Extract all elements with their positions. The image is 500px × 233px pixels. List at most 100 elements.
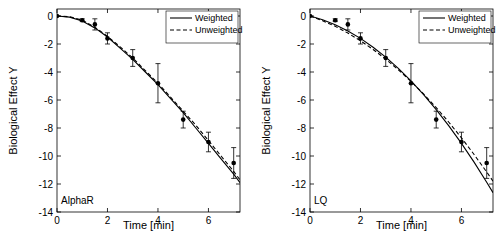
y-tick <box>236 100 240 101</box>
legend-line <box>170 29 192 30</box>
error-bar <box>80 19 85 22</box>
y-tick-label: -12 <box>39 179 54 190</box>
legend-label: Weighted <box>195 13 233 23</box>
x-axis-label: Time [min] <box>376 219 427 231</box>
legend-label: Weighted <box>448 13 486 23</box>
error-cap <box>434 128 439 129</box>
error-cap <box>206 151 211 152</box>
legend: Weighted Unweighted <box>166 11 243 43</box>
error-cap <box>206 132 211 133</box>
y-tick-label: -4 <box>44 67 53 78</box>
error-bar <box>181 111 186 128</box>
y-tick <box>57 44 61 45</box>
error-cap <box>130 66 135 67</box>
y-tick <box>310 44 314 45</box>
error-bar <box>105 33 110 44</box>
error-cap <box>130 49 135 50</box>
y-tick <box>310 184 314 185</box>
legend-label: Unweighted <box>195 25 243 35</box>
data-point <box>434 117 439 122</box>
x-tick <box>360 208 361 212</box>
y-tick-label: -10 <box>292 151 307 162</box>
x-tick-label: 2 <box>105 215 111 226</box>
panel: 02460-2-4-6-8-10-12-14Time [min]Biologic… <box>7 9 243 231</box>
y-tick-label: -14 <box>39 207 54 218</box>
error-bar <box>333 19 338 22</box>
y-tick-label: -2 <box>297 39 306 50</box>
data-point <box>105 36 110 41</box>
y-axis-label: Biological Effect Y <box>260 66 272 155</box>
y-tick <box>310 100 314 101</box>
y-tick-label: 0 <box>300 11 306 22</box>
error-cap <box>358 32 363 33</box>
data-point <box>409 81 414 86</box>
y-tick <box>57 72 61 73</box>
x-tick <box>410 208 411 212</box>
error-bar <box>92 19 97 30</box>
data-point <box>130 56 135 61</box>
x-axis-label: Time [min] <box>123 219 174 231</box>
data-point <box>383 56 388 61</box>
y-tick <box>489 72 493 73</box>
y-tick <box>236 184 240 185</box>
panel-title: LQ <box>314 195 328 206</box>
error-cap <box>358 44 363 45</box>
error-cap <box>92 18 97 19</box>
y-tick <box>489 128 493 129</box>
y-tick-label: -6 <box>297 95 306 106</box>
y-tick-label: -6 <box>44 95 53 106</box>
y-tick <box>489 156 493 157</box>
y-axis-label: Biological Effect Y <box>7 66 19 155</box>
data-point <box>358 36 363 41</box>
error-cap <box>231 178 236 179</box>
legend-line <box>423 29 445 30</box>
legend-line <box>170 17 192 18</box>
y-tick-label: -2 <box>44 39 53 50</box>
y-tick <box>310 156 314 157</box>
figure: 02460-2-4-6-8-10-12-14Time [min]Biologic… <box>0 0 500 233</box>
error-cap <box>459 132 464 133</box>
error-cap <box>484 178 489 179</box>
error-cap <box>408 63 413 64</box>
error-bar <box>155 64 160 103</box>
y-tick <box>236 44 240 45</box>
y-tick <box>236 128 240 129</box>
error-cap <box>155 102 160 103</box>
data-point <box>333 18 338 23</box>
y-tick <box>489 44 493 45</box>
x-tick <box>157 9 158 13</box>
error-cap <box>408 102 413 103</box>
x-tick <box>461 208 462 212</box>
error-cap <box>459 151 464 152</box>
error-bar <box>130 50 135 67</box>
error-bar <box>345 19 350 30</box>
y-tick-label: -8 <box>297 123 306 134</box>
y-tick-label: -14 <box>292 207 307 218</box>
data-point <box>156 81 161 86</box>
error-bar <box>206 132 211 152</box>
y-tick <box>57 156 61 157</box>
x-tick-label: 6 <box>459 215 465 226</box>
error-cap <box>155 63 160 64</box>
data-point <box>93 22 98 27</box>
error-cap <box>345 18 350 19</box>
x-tick <box>107 9 108 13</box>
y-tick <box>489 184 493 185</box>
plot-frame <box>57 9 240 212</box>
x-tick <box>157 208 158 212</box>
error-cap <box>231 147 236 148</box>
error-bar <box>484 148 489 179</box>
x-tick-label: 6 <box>206 215 212 226</box>
error-cap <box>345 30 350 31</box>
x-tick <box>360 9 361 13</box>
x-tick <box>208 208 209 212</box>
x-tick-label: 0 <box>307 215 313 226</box>
background <box>0 0 500 233</box>
y-tick <box>489 100 493 101</box>
data-point <box>80 18 85 23</box>
error-cap <box>181 111 186 112</box>
panel-title: AlphaR <box>61 195 94 206</box>
error-bar <box>383 50 388 67</box>
y-tick-label: -4 <box>297 67 306 78</box>
data-point <box>459 140 464 145</box>
